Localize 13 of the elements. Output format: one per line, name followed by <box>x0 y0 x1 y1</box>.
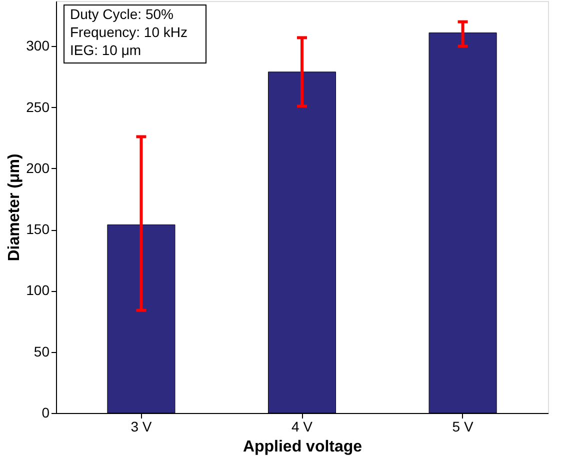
x-tick-label: 4 V <box>291 418 314 434</box>
x-tick-label: 3 V <box>130 418 152 434</box>
y-tick-label: 0 <box>42 404 50 420</box>
y-tick-label: 300 <box>26 38 50 54</box>
y-tick-label: 200 <box>26 160 50 176</box>
annotation: Duty Cycle: 50% Frequency: 10 kHz IEG: 10 μm <box>70 6 188 58</box>
y-tick-label: 50 <box>34 343 50 360</box>
x-axis-title: Applied voltage <box>242 438 362 456</box>
y-tick-label: 100 <box>26 282 50 298</box>
y-axis-title: Diameter (μm) <box>6 154 24 262</box>
x-tick-label: 5 V <box>452 418 474 434</box>
y-tick-label: 150 <box>26 221 50 238</box>
y-tick-label: 250 <box>26 98 50 115</box>
